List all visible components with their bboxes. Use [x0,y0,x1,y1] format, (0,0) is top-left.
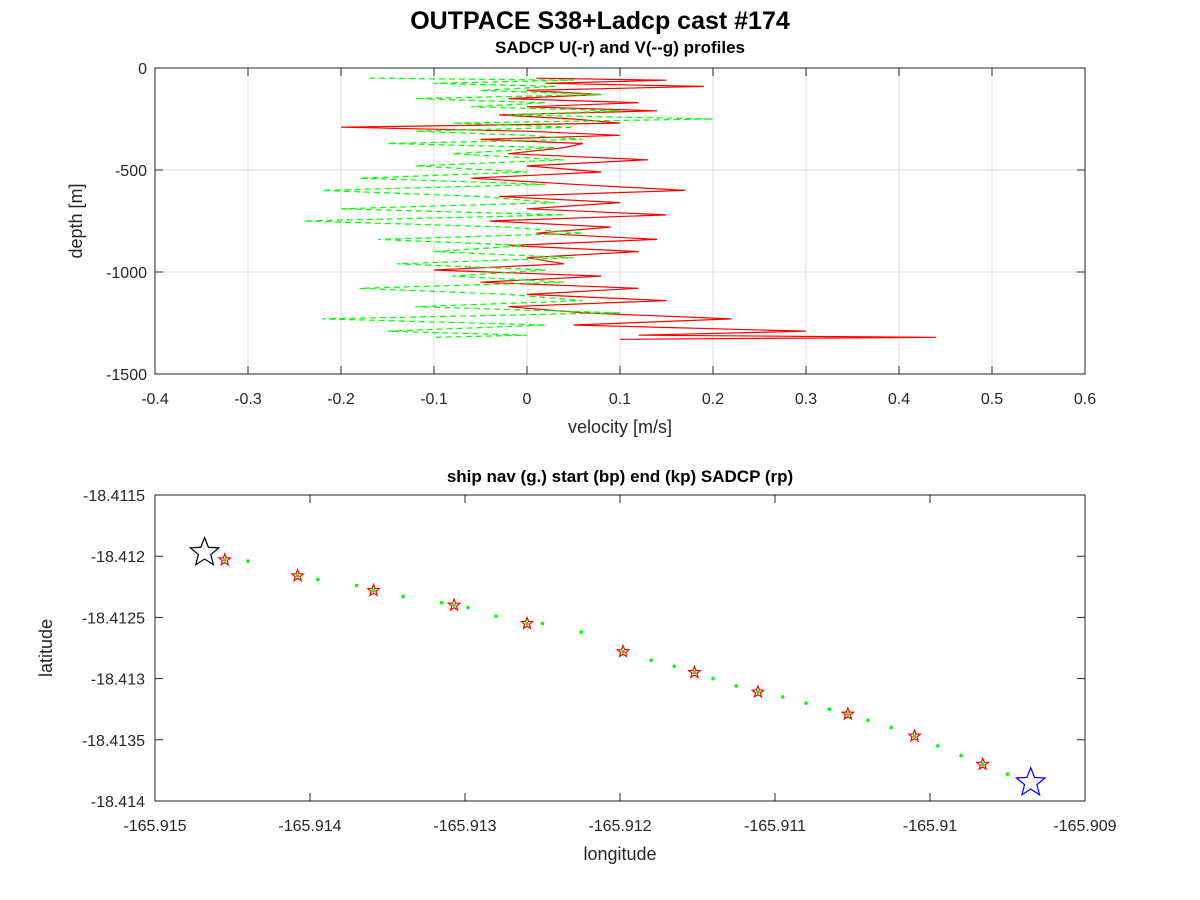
nav-x-tick-label: -165.913 [433,818,496,835]
nav-y-axis-label: latitude [36,619,56,677]
ship-nav-point [246,559,250,563]
nav-ticks: -165.915 -165.914 -165.913 -165.912 -165.911… [82,488,1117,835]
ship-nav-point [439,600,444,605]
ship-nav-point [866,718,870,723]
profile-y-tick-label: -1500 [106,367,147,384]
ship-nav-point [959,753,963,758]
nav-x-axis-label: longitude [583,844,656,864]
profile-x-tick-label: 0.4 [888,391,910,408]
nav-y-tick-label: -18.414 [91,794,145,811]
ship-nav-point [780,695,785,699]
ship-nav-point [846,712,850,716]
ship-nav-point [494,614,498,618]
ship-nav-point [827,707,832,711]
sadcp-point-marker [446,597,462,612]
ship-nav-point [295,573,300,578]
nav-x-tick-label: -165.909 [1053,818,1116,835]
ship-nav-point [804,701,808,705]
profile-x-tick-label: 0.1 [609,391,631,408]
ship-nav-point [452,603,456,607]
nav-y-tick-label: -18.4135 [82,733,145,750]
profile-y-tick-label: -500 [115,163,147,180]
ship-nav-point [401,594,405,599]
ship-nav-point [579,630,584,634]
nav-x-tick-label: -165.914 [278,818,341,835]
profile-x-tick-label: 0.3 [795,391,817,408]
nav-x-tick-label: -165.911 [744,818,806,835]
ship-nav-point [711,676,715,681]
profile-y-tick-label: 0 [138,61,147,78]
sadcp-point-marker [975,756,990,771]
ship-nav-point [354,583,359,588]
profile-x-tick-label: -0.3 [234,391,262,408]
ship-nav-point [222,558,227,562]
nav-x-tick-label: -165.912 [588,818,651,835]
sadcp-point-marker [290,568,305,582]
ship-nav-point [621,649,625,654]
profile-series-u [340,77,937,340]
ship-nav-point [466,605,470,610]
profile-y-tick-label: -1000 [106,265,147,282]
ship-nav-point [672,664,677,669]
ship-nav-point [756,690,760,694]
ship-nav-point [315,577,320,582]
start-star-marker [1014,765,1047,797]
profile-ticks: -0.4 -0.3 -0.2 -0.1 0 0.1 0.2 0.3 0.4 0.5 0.6 0 -500… [106,61,1096,408]
ship-nav-point [540,621,545,626]
ship-nav-point [912,734,917,738]
nav-y-tick-label: -18.4125 [82,610,145,627]
nav-panel: ship nav (g.) start (bp) end (kp) SADCP … [36,467,1117,864]
sadcp-point-marker [519,615,535,630]
nav-plot-area [155,495,1085,801]
nav-y-tick-label: -18.412 [91,549,145,566]
sadcp-point-marker [366,582,381,597]
profile-x-tick-label: -0.1 [420,391,448,408]
profile-x-tick-label: 0.2 [702,391,724,408]
profile-series [303,77,937,340]
nav-chart-title: ship nav (g.) start (bp) end (kp) SADCP … [447,467,793,486]
sadcp-point-marker [907,728,922,743]
profile-x-tick-label: 0 [523,391,532,408]
profile-grid [155,68,1085,374]
profile-panel: SADCP U(-r) and V(--g) profiles -0.4 -0.3… [66,38,1096,437]
end-star-marker [188,535,221,566]
profile-y-axis-label: depth [m] [66,183,86,258]
ship-nav-point [1005,772,1010,776]
ship-nav-point [692,670,697,675]
sadcp-point-marker [687,664,702,679]
profile-x-tick-label: -0.2 [327,391,355,408]
ship-nav-point [371,588,376,593]
sadcp-point-marker [750,684,766,699]
profile-x-axis-label: velocity [m/s] [568,417,672,437]
ship-nav-point [980,762,985,767]
nav-y-tick-label: -18.4115 [83,488,145,505]
nav-points [188,535,1047,797]
profile-series-v [303,77,714,338]
ship-nav-point [889,725,894,730]
nav-y-tick-label: -18.413 [91,672,145,689]
sadcp-point-marker [615,644,631,658]
nav-x-tick-label: -165.915 [123,818,186,835]
ship-nav-point [935,744,940,748]
profile-x-tick-label: 0.6 [1074,391,1096,408]
profile-x-tick-label: 0.5 [981,391,1003,408]
ship-nav-point [649,658,653,663]
ship-nav-point [734,684,739,688]
profile-chart-title: SADCP U(-r) and V(--g) profiles [495,38,745,57]
ship-nav-point [525,621,529,626]
profile-x-tick-label: -0.4 [141,391,169,408]
sadcp-point-marker [217,552,233,567]
nav-x-tick-label: -165.91 [903,818,957,835]
sadcp-point-marker [840,706,856,721]
figure-title: OUTPACE S38+Ladcp cast #174 [410,7,790,35]
